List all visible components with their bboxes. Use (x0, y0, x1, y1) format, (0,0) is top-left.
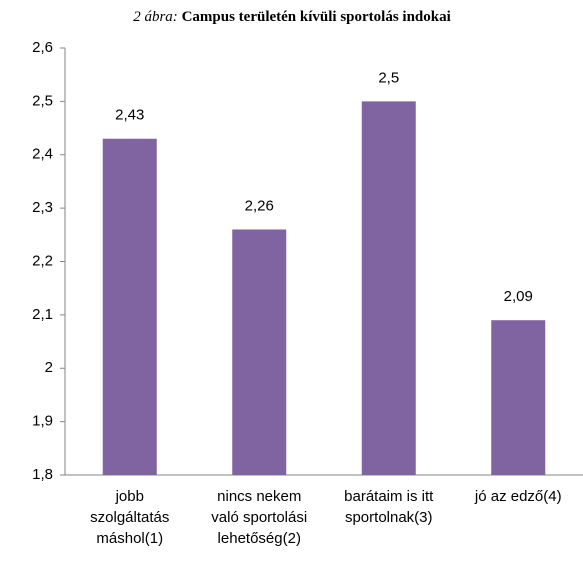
bar (102, 138, 157, 476)
x-tick-label: barátaim is itt sportolnak(3) (344, 488, 434, 526)
data-label: 2,43 (115, 107, 144, 124)
y-tick-label: 2,5 (32, 92, 53, 109)
x-tick-label: jó az edző(4) (474, 488, 562, 505)
y-tick-label: 2,1 (32, 306, 53, 323)
y-tick-label: 2,6 (32, 39, 53, 56)
bar (491, 320, 546, 475)
x-tick-label: nincs nekem való sportolási lehetőség(2) (211, 488, 307, 547)
data-label: 2,26 (245, 197, 274, 214)
bar (232, 229, 287, 475)
y-tick-label: 2 (45, 359, 53, 376)
data-label: 2,5 (378, 69, 399, 86)
y-tick-label: 2,3 (32, 199, 53, 216)
chart-title: Campus területén kívüli sportolás indoka… (182, 9, 451, 25)
data-label: 2,09 (504, 288, 533, 305)
x-tick-label: jobb szolgáltatás máshol(1) (90, 488, 169, 547)
y-tick-label: 2,2 (32, 252, 53, 269)
chart-title-group: 2 ábra: Campus területén kívüli sportolá… (133, 9, 451, 25)
y-tick-label: 1,9 (32, 413, 53, 430)
bar (361, 101, 416, 475)
y-tick-label: 1,8 (32, 466, 53, 483)
title-prefix: 2 ábra: (133, 9, 178, 25)
y-tick-label: 2,4 (32, 146, 53, 163)
